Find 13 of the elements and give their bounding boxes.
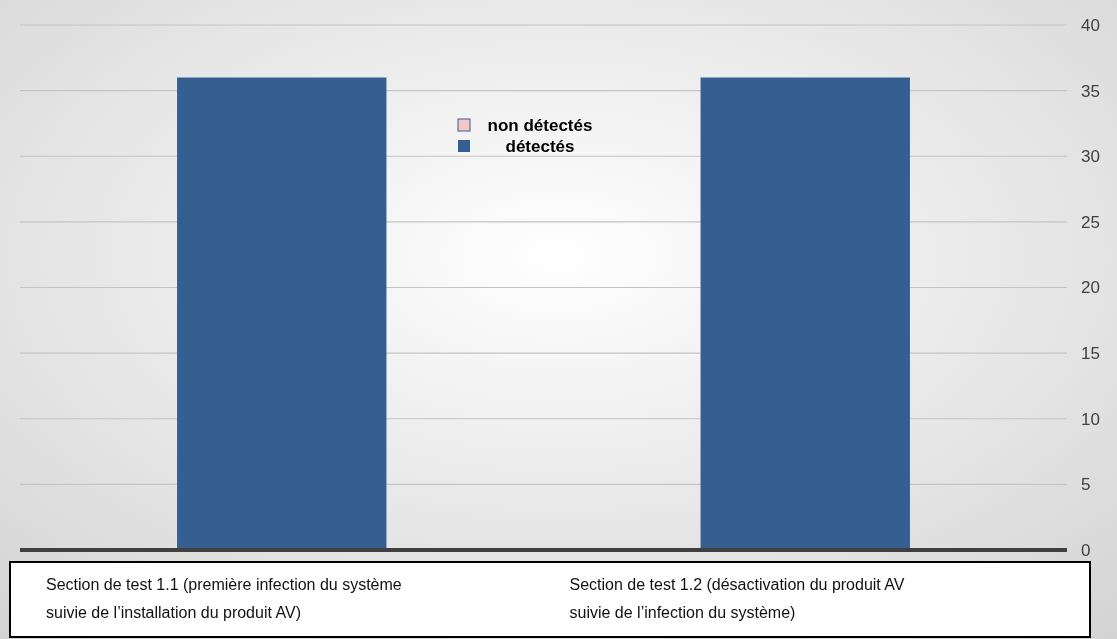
y-tick-label: 15 (1081, 344, 1100, 364)
legend-label: détectés (505, 136, 575, 156)
legend-label: non détectés (487, 115, 593, 135)
y-tick-label: 35 (1081, 81, 1100, 101)
y-tick-label: 20 (1081, 278, 1100, 298)
x-tick-label: Section de test 1.1 (première infection du système suivie de l’installation du produit AV) (46, 576, 402, 621)
y-tick-label: 30 (1081, 147, 1100, 167)
y-tick-label: 25 (1081, 212, 1100, 232)
x-tick-label: Section de test 1.2 (désactivation du produit AV suivie de l’infection du système) (569, 576, 905, 621)
y-tick-label: 0 (1081, 540, 1091, 560)
y-tick-label: 40 (1081, 15, 1100, 35)
y-tick-label: 10 (1081, 409, 1100, 429)
y-tick-label: 5 (1081, 475, 1091, 495)
